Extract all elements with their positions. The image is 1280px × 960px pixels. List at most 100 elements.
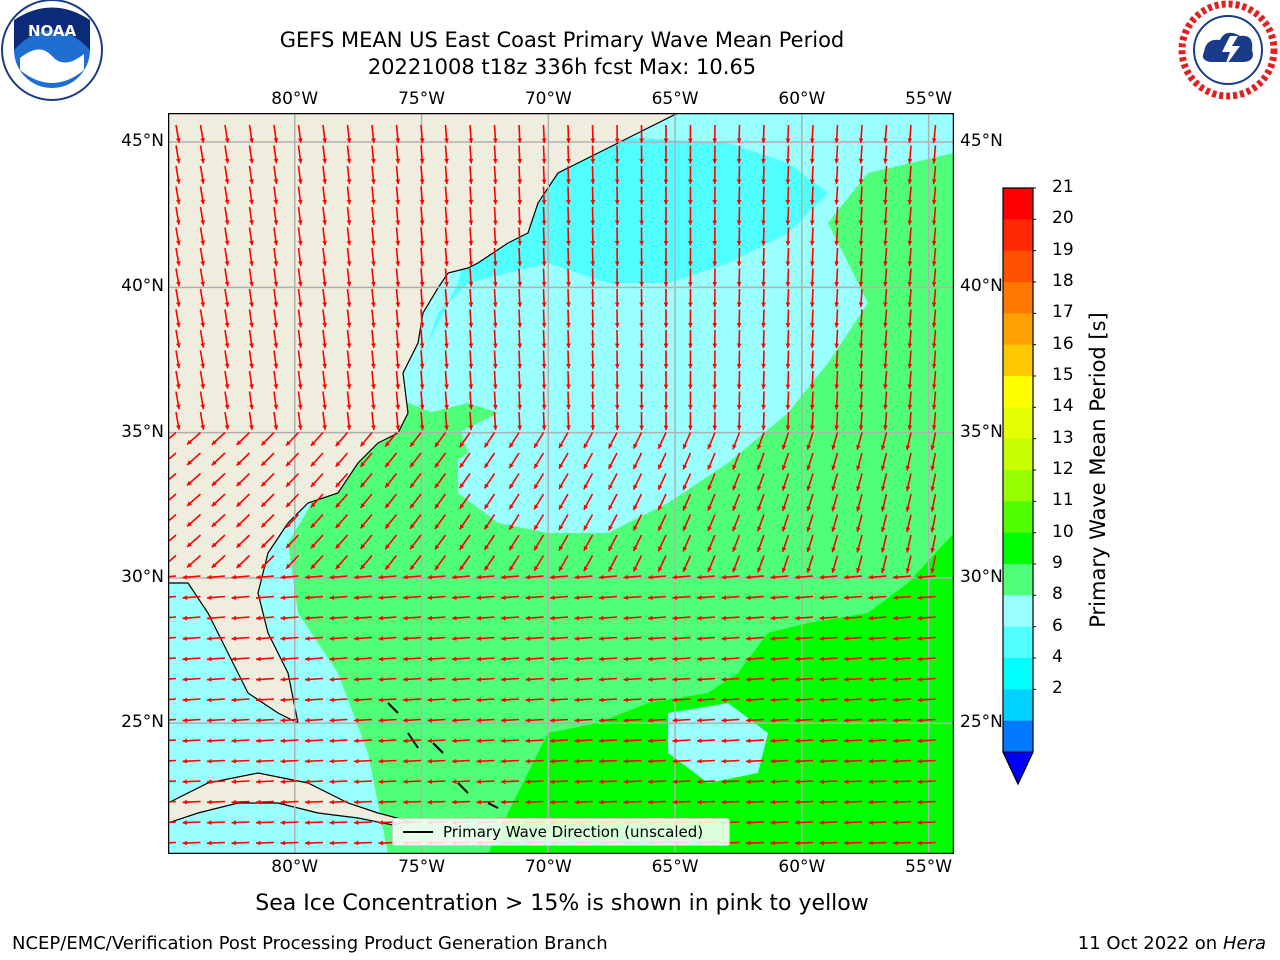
wave-arrow-head xyxy=(917,779,923,785)
lat-tick-label-left: 30°N xyxy=(121,566,164,587)
wave-arrow-head xyxy=(697,779,702,785)
wave-arrow-head xyxy=(280,820,286,825)
wave-arrow-head xyxy=(509,565,514,571)
wave-arrow-head xyxy=(721,799,727,805)
wave-arrow-head xyxy=(256,758,261,764)
wave-arrow-head xyxy=(648,717,653,723)
wave-arrow-head xyxy=(207,840,212,846)
wave-arrow-head xyxy=(468,343,474,348)
wave-arrow-head xyxy=(476,595,482,600)
wave-arrow-head xyxy=(501,656,506,662)
wave-arrow-head xyxy=(182,758,188,764)
wave-arrow-head xyxy=(559,525,564,531)
wave-arrow-head xyxy=(517,343,523,348)
wave-arrow-head xyxy=(444,138,449,143)
wave-arrow-head xyxy=(781,485,787,491)
wave-arrow-head xyxy=(525,779,531,785)
wave-arrow-head xyxy=(844,636,849,641)
wave-arrow-head xyxy=(501,738,506,744)
wave-arrow-head xyxy=(809,261,815,266)
wave-arrow-head xyxy=(224,220,230,225)
wave-arrow-head xyxy=(868,595,874,600)
wave-arrow-head xyxy=(273,302,279,307)
wave-arrow-head xyxy=(280,717,286,723)
wave-arrow-head xyxy=(834,138,840,143)
wave-arrow-head xyxy=(559,545,564,551)
wave-arrow-head xyxy=(236,522,242,528)
wave-arrow-head xyxy=(175,363,181,369)
wave-arrow-head xyxy=(175,322,181,328)
wave-arrow-head xyxy=(534,463,539,469)
wave-arrow-head xyxy=(893,738,898,744)
wave-arrow-head xyxy=(224,261,230,266)
wave-arrow-head xyxy=(541,220,547,225)
wave-arrow-head xyxy=(868,758,874,764)
wave-arrow-head xyxy=(273,240,279,246)
wave-arrow-head xyxy=(566,200,571,205)
wave-arrow-head xyxy=(672,636,678,641)
wave-arrow-head xyxy=(371,261,376,266)
colorbar-tick-label: 10 xyxy=(1052,521,1074,542)
wave-arrow-head xyxy=(931,240,937,246)
wave-arrow-head xyxy=(785,179,791,184)
wave-arrow-head xyxy=(346,281,352,287)
wave-arrow-head xyxy=(663,364,669,369)
wave-arrow-head xyxy=(663,405,669,410)
wave-arrow-head xyxy=(785,138,791,143)
wave-arrow-head xyxy=(608,566,613,572)
wave-arrow-head xyxy=(658,505,663,511)
wave-arrow-head xyxy=(907,179,913,184)
wave-arrow-head xyxy=(427,799,433,805)
wave-arrow-head xyxy=(476,574,482,580)
wave-arrow-head xyxy=(868,779,874,785)
wave-arrow-head xyxy=(468,425,474,430)
wave-arrow-head xyxy=(273,220,279,225)
wave-arrow-head xyxy=(286,543,291,549)
wave-arrow-head xyxy=(858,281,864,287)
wave-arrow-head xyxy=(452,799,457,805)
wave-arrow-head xyxy=(931,199,937,205)
wave-arrow-head xyxy=(427,697,433,703)
wave-arrow-head xyxy=(346,425,352,430)
wave-arrow-head xyxy=(459,503,465,509)
wave-arrow-head xyxy=(746,820,751,825)
wave-arrow-head xyxy=(672,799,678,805)
wave-arrow-head xyxy=(434,503,440,509)
wave-arrow-head xyxy=(492,158,498,164)
wave-arrow-head xyxy=(261,460,267,466)
wave-arrow-head xyxy=(452,779,457,785)
wave-arrow-head xyxy=(297,404,303,410)
colorbar-segment xyxy=(1003,501,1033,534)
colorbar-tick-label: 21 xyxy=(1052,177,1074,197)
wave-arrow-head xyxy=(444,240,449,246)
wave-arrow-head xyxy=(305,820,310,825)
wave-arrow-head xyxy=(831,526,836,532)
wave-arrow-shaft xyxy=(168,780,177,783)
wave-arrow-head xyxy=(335,482,341,488)
wave-arrow-head xyxy=(297,240,303,246)
wave-arrow-head xyxy=(231,615,237,621)
wave-arrow-head xyxy=(761,282,766,287)
wave-arrow-head xyxy=(329,779,335,785)
wave-arrow-head xyxy=(484,442,489,448)
wave-arrow-head xyxy=(880,568,886,573)
wave-arrow-head xyxy=(395,425,401,430)
wave-arrow-head xyxy=(211,542,217,548)
wave-arrow-head xyxy=(207,697,212,703)
chart-title-line2: 20221008 t18z 336h fcst Max: 10.65 xyxy=(367,55,757,79)
wave-arrow-head xyxy=(806,547,812,553)
wave-arrow-head xyxy=(182,779,188,785)
wave-arrow-head xyxy=(231,595,237,600)
lon-tick-label-bottom: 65°W xyxy=(651,857,699,877)
wave-arrow-head xyxy=(395,179,401,184)
wave-arrow-head xyxy=(224,404,230,410)
wave-arrow-head xyxy=(599,595,604,600)
wave-arrow-head xyxy=(354,574,359,580)
colorbar-segment xyxy=(1003,658,1033,690)
noaa-logo-text: NOAA xyxy=(28,22,77,40)
wave-arrow-head xyxy=(583,545,589,551)
wave-arrow-head xyxy=(736,159,742,164)
wave-arrow-head xyxy=(712,282,718,287)
wave-arrow-head xyxy=(329,595,335,600)
wave-arrow-head xyxy=(419,281,425,287)
